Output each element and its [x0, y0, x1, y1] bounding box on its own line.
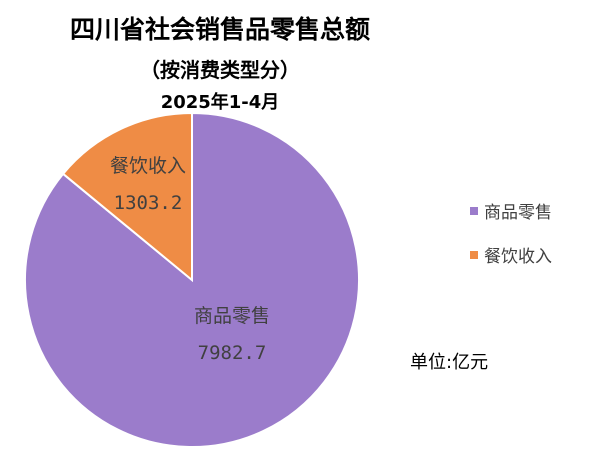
pie-slice-catering [61, 111, 193, 283]
slice-value-goods-retail: 7982.7 [198, 342, 267, 364]
legend-label-goods-retail: 商品零售 [484, 203, 552, 223]
legend-item-catering: 餐饮收入 [470, 242, 552, 267]
unit-note: 单位:亿元 [410, 352, 489, 373]
chart-period: 2025年1-4月 [160, 92, 280, 113]
legend-item-goods-retail: 商品零售 [470, 198, 552, 223]
slice-value-catering: 1303.2 [114, 192, 183, 214]
chart-title: 四川省社会销售品零售总额 [69, 15, 370, 44]
legend-label-catering: 餐饮收入 [484, 247, 552, 267]
legend-swatch-catering [470, 250, 478, 259]
slice-label-goods-retail: 商品零售 [194, 305, 270, 327]
slice-label-catering: 餐饮收入 [110, 155, 186, 177]
chart-subtitle: （按消费类型分） [140, 58, 300, 82]
legend-swatch-goods-retail [470, 206, 478, 215]
